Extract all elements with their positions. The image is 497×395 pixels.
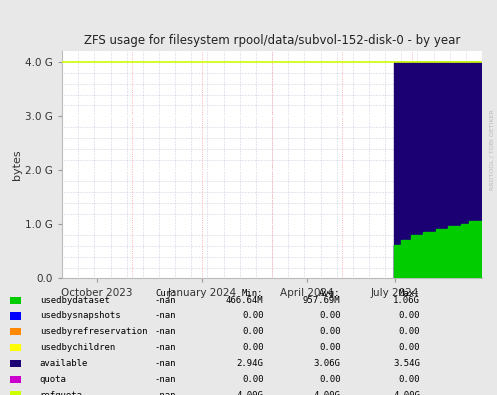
Text: 0.00: 0.00: [242, 312, 263, 320]
Text: refquota: refquota: [40, 391, 83, 395]
Text: 0.00: 0.00: [399, 327, 420, 336]
Y-axis label: bytes: bytes: [12, 150, 22, 180]
Text: 0.00: 0.00: [319, 327, 340, 336]
Text: -nan: -nan: [155, 343, 176, 352]
Text: Max:: Max:: [399, 289, 420, 298]
Text: usedbysnapshots: usedbysnapshots: [40, 312, 120, 320]
Text: -nan: -nan: [155, 312, 176, 320]
Polygon shape: [394, 62, 482, 278]
Polygon shape: [394, 221, 482, 278]
Text: 0.00: 0.00: [242, 343, 263, 352]
Text: 0.00: 0.00: [242, 375, 263, 384]
Text: -nan: -nan: [155, 296, 176, 305]
Text: usedbychildren: usedbychildren: [40, 343, 115, 352]
Text: Min:: Min:: [242, 289, 263, 298]
Text: 4.00G: 4.00G: [237, 391, 263, 395]
Text: -nan: -nan: [155, 359, 176, 368]
Title: ZFS usage for filesystem rpool/data/subvol-152-disk-0 - by year: ZFS usage for filesystem rpool/data/subv…: [84, 34, 460, 47]
Text: -nan: -nan: [155, 327, 176, 336]
Text: usedbydataset: usedbydataset: [40, 296, 110, 305]
Text: 0.00: 0.00: [319, 375, 340, 384]
Text: usedbyrefreservation: usedbyrefreservation: [40, 327, 147, 336]
Text: 2.94G: 2.94G: [237, 359, 263, 368]
Text: 3.54G: 3.54G: [393, 359, 420, 368]
Text: 0.00: 0.00: [399, 375, 420, 384]
Text: Cur:: Cur:: [155, 289, 176, 298]
Text: 957.69M: 957.69M: [303, 296, 340, 305]
Text: 4.00G: 4.00G: [314, 391, 340, 395]
Text: 466.64M: 466.64M: [226, 296, 263, 305]
Text: available: available: [40, 359, 88, 368]
Text: Avg:: Avg:: [319, 289, 340, 298]
Text: quota: quota: [40, 375, 67, 384]
Text: 0.00: 0.00: [399, 343, 420, 352]
Text: 0.00: 0.00: [399, 312, 420, 320]
Text: -nan: -nan: [155, 391, 176, 395]
Text: 0.00: 0.00: [319, 343, 340, 352]
Text: 4.00G: 4.00G: [393, 391, 420, 395]
Text: 0.00: 0.00: [242, 327, 263, 336]
Text: 1.06G: 1.06G: [393, 296, 420, 305]
Text: 3.06G: 3.06G: [314, 359, 340, 368]
Text: 0.00: 0.00: [319, 312, 340, 320]
Text: -nan: -nan: [155, 375, 176, 384]
Text: RRDTOOL / TOBI OETIKER: RRDTOOL / TOBI OETIKER: [490, 110, 495, 190]
